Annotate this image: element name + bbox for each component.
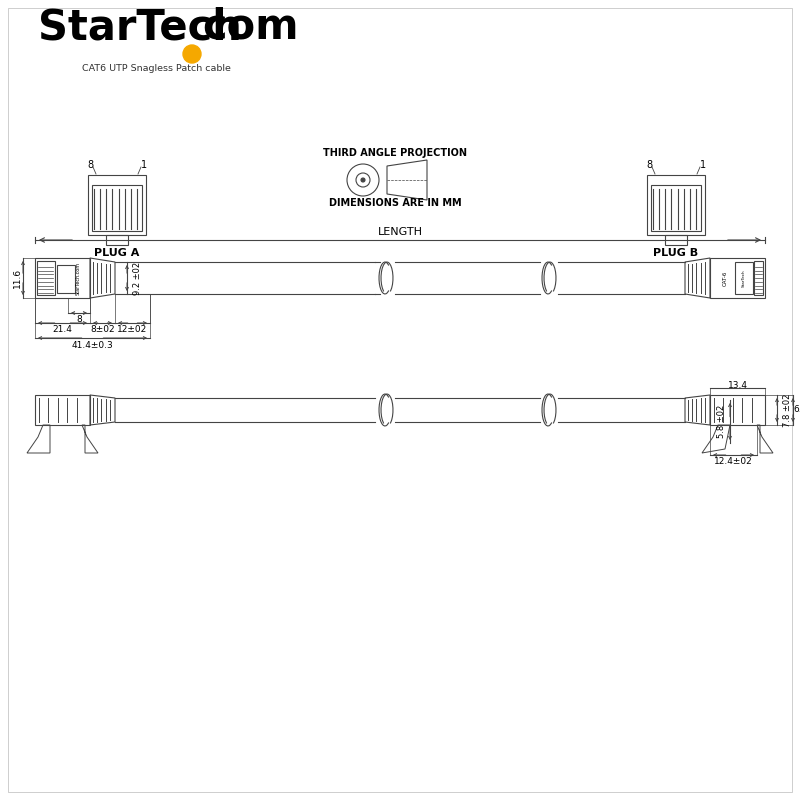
Text: THIRD ANGLE PROJECTION: THIRD ANGLE PROJECTION	[323, 148, 467, 158]
Text: 41.4±0.3: 41.4±0.3	[72, 341, 114, 350]
Text: DIMENSIONS ARE IN MM: DIMENSIONS ARE IN MM	[329, 198, 462, 208]
Text: 21.4: 21.4	[53, 325, 73, 334]
Text: LENGTH: LENGTH	[378, 227, 422, 237]
Text: com: com	[202, 6, 298, 48]
Text: 9.2 ±02: 9.2 ±02	[133, 262, 142, 294]
Circle shape	[361, 178, 365, 182]
Bar	[35, 395, 90, 425]
Bar	[710, 258, 765, 298]
Text: 12±02: 12±02	[118, 325, 148, 334]
Bar	[92, 185, 142, 231]
Text: 13.4: 13.4	[727, 381, 747, 390]
Text: 5.8 ±02: 5.8 ±02	[718, 405, 726, 438]
Text: 8: 8	[87, 160, 93, 170]
Bar	[35, 258, 90, 298]
Bar	[665, 235, 687, 245]
Text: StarTech: StarTech	[38, 6, 242, 48]
Text: 6.5: 6.5	[794, 406, 800, 414]
Bar	[57, 265, 75, 293]
Bar	[106, 235, 128, 245]
Text: PLUG A: PLUG A	[94, 248, 140, 258]
Bar	[710, 395, 765, 425]
Text: 1: 1	[141, 160, 147, 170]
Bar	[651, 185, 701, 231]
Bar	[754, 261, 763, 295]
Text: StarTech: StarTech	[742, 269, 746, 287]
Text: 8: 8	[76, 314, 82, 323]
Text: CAT6 UTP Snagless Patch cable: CAT6 UTP Snagless Patch cable	[82, 64, 231, 73]
Bar	[735, 262, 753, 294]
Text: 11.6: 11.6	[13, 268, 22, 288]
Circle shape	[183, 45, 201, 63]
Bar	[37, 261, 55, 295]
Text: 12.4±02: 12.4±02	[714, 458, 753, 466]
Text: StarTech.com: StarTech.com	[75, 262, 81, 294]
Bar	[88, 175, 146, 235]
Text: CAT-6: CAT-6	[722, 270, 727, 286]
Bar	[647, 175, 705, 235]
Text: 7.8 ±02: 7.8 ±02	[782, 394, 791, 426]
Text: 8: 8	[646, 160, 652, 170]
Text: 8±02: 8±02	[90, 325, 115, 334]
Text: 1: 1	[700, 160, 706, 170]
Text: PLUG B: PLUG B	[654, 248, 698, 258]
